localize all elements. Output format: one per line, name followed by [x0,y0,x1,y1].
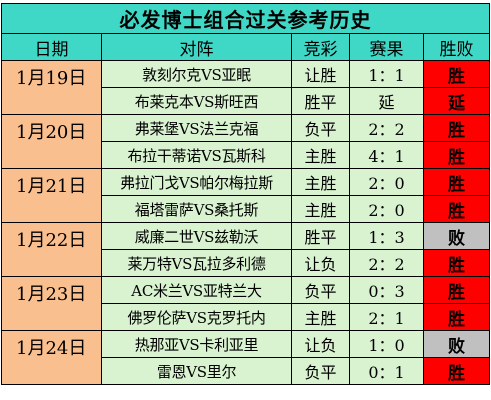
match-cell: 佛罗伦萨VS克罗托内 [101,303,292,331]
table-row: 1月20日 弗莱堡VS法兰克福 负平 2：2 胜 [1,114,491,169]
header-date: 日期 [1,33,102,61]
date-cell: 1月24日 [1,330,102,385]
score-cell: 2：2 [349,249,424,277]
match-cell: 弗拉门戈VS帕尔梅拉斯 [101,168,292,196]
result-cell: 胜 [422,249,491,277]
score-cell: 1：3 [349,222,424,250]
match-cell: AC米兰VS亚特兰大 [101,276,292,304]
result-cell: 延 [422,87,491,115]
result-cell: 胜 [422,141,491,169]
score-cell: 0：3 [349,276,424,304]
result-cell: 胜 [422,276,491,304]
score-cell: 2：0 [349,195,424,223]
pick-cell: 负平 [291,114,350,142]
pick-cell: 主胜 [291,303,350,331]
pick-cell: 让负 [291,249,350,277]
header-score: 赛果 [349,33,424,61]
result-cell: 胜 [422,114,491,142]
history-table-body: 必发博士组合过关参考历史 日期 对阵 竞彩 赛果 胜败 1月19日 敦刻尔克VS亚… [0,3,491,385]
score-cell: 2：1 [349,303,424,331]
title-row: 必发博士组合过关参考历史 [0,3,491,34]
score-cell: 4：1 [349,141,424,169]
result-cell: 胜 [422,357,491,385]
match-cell: 雷恩VS里尔 [101,357,292,385]
match-cell: 威廉二世VS兹勒沃 [101,222,292,250]
header-result: 胜败 [422,33,491,61]
score-cell: 2：0 [349,168,424,196]
result-cell: 胜 [422,168,491,196]
result-cell: 败 [422,330,491,358]
table-row: 1月23日 AC米兰VS亚特兰大 负平 0：3 胜 [1,276,491,331]
match-cell: 热那亚VS卡利亚里 [101,330,292,358]
match-cell: 莱万特VS瓦拉多利德 [101,249,292,277]
pick-cell: 让胜 [291,60,350,88]
match-cell: 福塔雷萨VS桑托斯 [101,195,292,223]
pick-cell: 主胜 [291,141,350,169]
result-cell: 胜 [422,195,491,223]
table-row: 布拉干蒂诺VS瓦斯科 主胜 4：1 胜 [2,141,491,169]
history-table: 必发博士组合过关参考历史 日期 对阵 竞彩 赛果 胜败 1月19日 敦刻尔克VS亚… [0,3,491,385]
date-cell: 1月19日 [1,60,102,115]
table-row: 1月24日 热那亚VS卡利亚里 让负 1：0 败 [1,330,491,385]
result-cell: 胜 [422,303,491,331]
date-cell: 1月20日 [1,114,102,169]
match-cell: 弗莱堡VS法兰克福 [101,114,292,142]
table-row: 1月21日 弗拉门戈VS帕尔梅拉斯 主胜 2：0 胜 [1,168,491,223]
score-cell: 1：0 [349,330,424,358]
score-cell: 1：1 [349,60,424,88]
pick-cell: 主胜 [291,195,350,223]
pick-cell: 负平 [291,276,350,304]
date-cell: 1月23日 [1,276,102,331]
pick-cell: 胜平 [291,222,350,250]
header-row: 日期 对阵 竞彩 赛果 胜败 [1,33,491,61]
header-pick: 竞彩 [291,33,350,61]
pick-cell: 主胜 [291,168,350,196]
page-title: 必发博士组合过关参考历史 [0,3,491,34]
table-row: 雷恩VS里尔 负平 0：1 胜 [2,357,491,385]
match-cell: 布拉干蒂诺VS瓦斯科 [101,141,292,169]
table-row: 1月19日 敦刻尔克VS亚眠 让胜 1：1 胜 [1,60,491,115]
header-match: 对阵 [101,33,292,61]
pick-cell: 让负 [291,330,350,358]
match-cell: 敦刻尔克VS亚眠 [101,60,292,88]
pick-cell: 负平 [291,357,350,385]
pick-cell: 胜平 [291,87,350,115]
result-cell: 败 [422,222,491,250]
table-row: 布莱克本VS斯旺西 胜平延延 [2,87,491,115]
score-cell: 延 [349,87,424,115]
score-cell: 0：1 [349,357,424,385]
date-cell: 1月22日 [1,222,102,277]
result-cell: 胜 [422,60,491,88]
table-row: 福塔雷萨VS桑托斯 主胜 2：0 胜 [2,195,491,223]
match-cell: 布莱克本VS斯旺西 [101,87,292,115]
date-cell: 1月21日 [1,168,102,223]
table-row: 1月22日 威廉二世VS兹勒沃 胜平 1：3 败 [1,222,491,277]
table-row: 莱万特VS瓦拉多利德 让负 2：2 胜 [2,249,491,277]
score-cell: 2：2 [349,114,424,142]
